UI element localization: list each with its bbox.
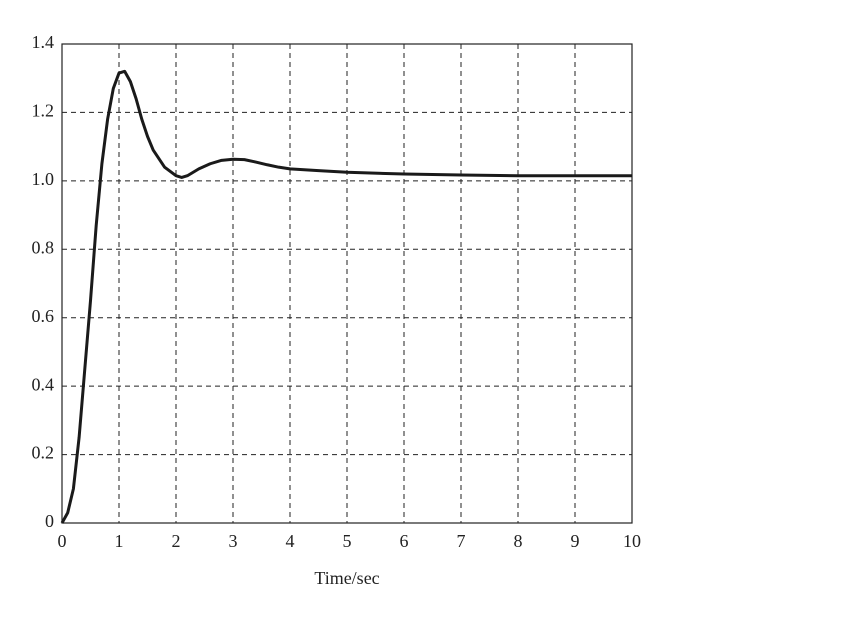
x-tick-label: 3 [229, 531, 238, 551]
x-tick-label: 4 [286, 531, 295, 551]
x-tick-label: 8 [514, 531, 523, 551]
y-tick-label: 0.8 [32, 237, 55, 257]
x-tick-label: 1 [115, 531, 124, 551]
y-tick-label: 0 [45, 511, 54, 531]
y-tick-label: 0.6 [32, 306, 55, 326]
x-tick-label: 7 [457, 531, 466, 551]
x-tick-label: 2 [172, 531, 181, 551]
y-tick-label: 1.4 [32, 32, 55, 52]
y-tick-label: 0.4 [32, 374, 55, 394]
x-tick-label: 10 [623, 531, 641, 551]
x-tick-label: 6 [400, 531, 409, 551]
y-tick-label: 1.2 [32, 101, 55, 121]
y-tick-label: 0.2 [32, 443, 55, 463]
data-line [60, 69, 632, 524]
x-axis-label: Time/sec [314, 568, 379, 588]
x-tick-label: 0 [58, 531, 67, 551]
y-tick-label: 1.0 [32, 169, 55, 189]
x-tick-label: 5 [343, 531, 352, 551]
x-tick-label: 9 [571, 531, 580, 551]
